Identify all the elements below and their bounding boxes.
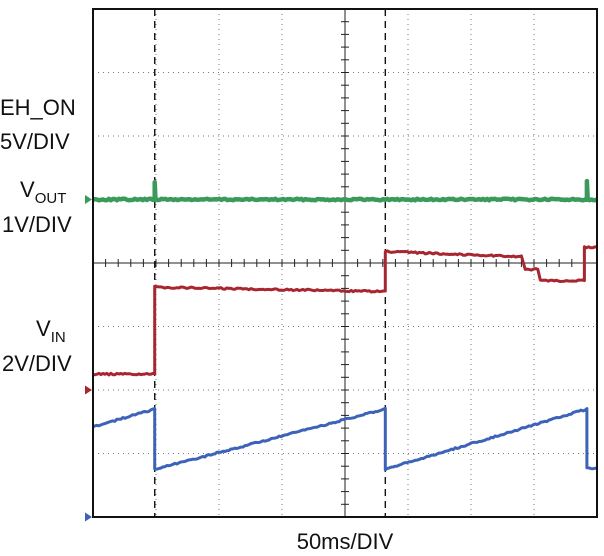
trace-eh-on — [92, 178, 598, 203]
trace-vout — [92, 245, 598, 377]
vin-label-sub: IN — [51, 329, 66, 346]
offset-marker-eh-on — [85, 195, 92, 204]
eh-on-label: EH_ON — [0, 95, 76, 120]
vin-label-main: V — [36, 316, 51, 341]
vin-label: VIN — [36, 316, 66, 346]
channel-offset-markers — [85, 195, 92, 522]
offset-marker-vin — [85, 512, 92, 522]
graticule — [93, 9, 597, 517]
vout-label-main: V — [20, 177, 35, 202]
x-axis-label: 50ms/DIV — [297, 529, 394, 554]
trace-vin — [92, 406, 598, 472]
vin-scale-label: 2V/DIV — [2, 351, 72, 376]
vout-label: VOUT — [20, 177, 66, 207]
offset-marker-vout — [85, 385, 92, 395]
vout-scale-label: 1V/DIV — [2, 212, 72, 237]
eh-on-scale-label: 5V/DIV — [0, 129, 70, 154]
plot-frame — [92, 8, 598, 518]
traces — [92, 178, 598, 472]
vout-label-sub: OUT — [35, 190, 67, 207]
